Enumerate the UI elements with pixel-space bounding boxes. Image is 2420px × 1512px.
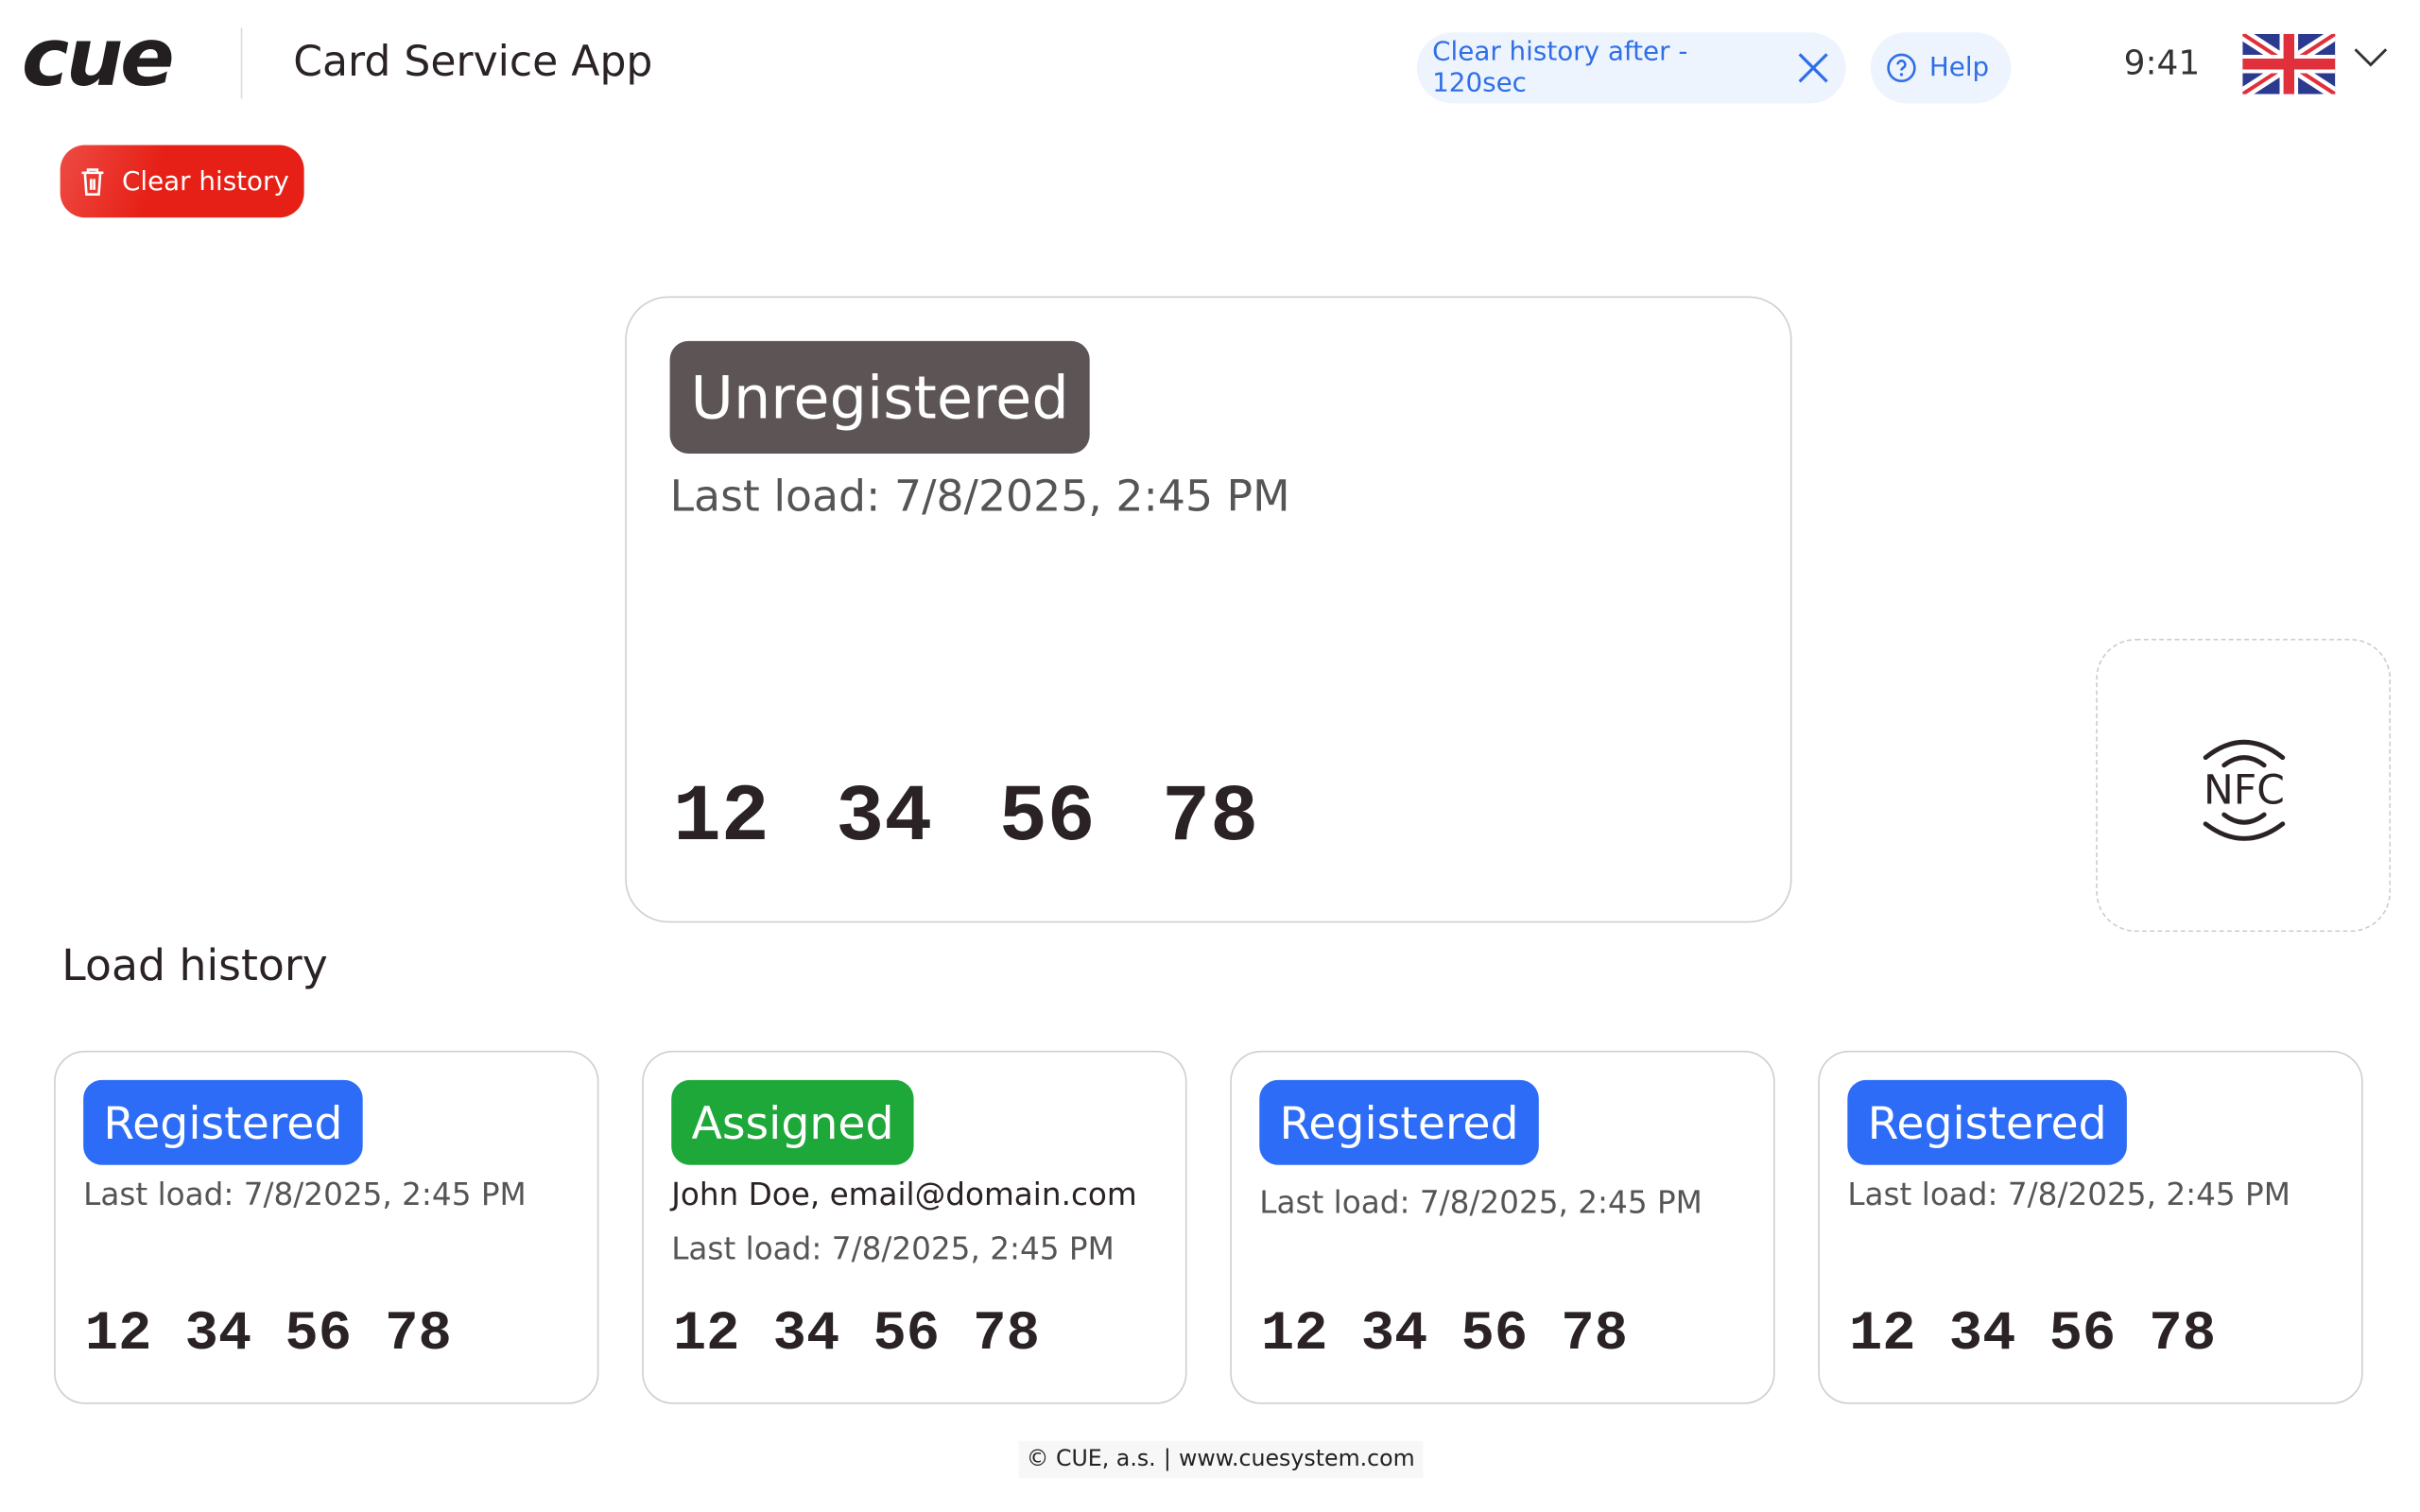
last-load-text: Last load: 7/8/2025, 2:45 PM xyxy=(669,470,1290,522)
clock: 9:41 xyxy=(2123,44,2201,84)
close-icon[interactable] xyxy=(1797,51,1830,85)
cue-logo: cue xyxy=(21,12,175,106)
history-card[interactable]: Registered Last load: 7/8/2025, 2:45 PM … xyxy=(1230,1050,1775,1404)
uk-flag-icon[interactable] xyxy=(2242,33,2336,94)
app-title: Card Service App xyxy=(293,38,653,87)
history-card[interactable]: Registered Last load: 7/8/2025, 2:45 PM … xyxy=(54,1050,599,1404)
card-number: 12 34 56 78 xyxy=(672,772,1259,865)
current-card: Unregistered Last load: 7/8/2025, 2:45 P… xyxy=(625,296,1792,923)
card-number: 12 34 56 78 xyxy=(1260,1301,1628,1366)
nfc-reader-area: NFC xyxy=(2096,638,2392,933)
chevron-down-icon[interactable] xyxy=(2354,46,2388,68)
history-card[interactable]: Assigned John Doe, email@domain.com Last… xyxy=(642,1050,1187,1404)
card-number: 12 34 56 78 xyxy=(84,1301,452,1366)
header-divider xyxy=(240,27,243,99)
last-load-text: Last load: 7/8/2025, 2:45 PM xyxy=(1847,1176,2290,1213)
last-load-text: Last load: 7/8/2025, 2:45 PM xyxy=(1259,1183,1703,1221)
last-load-text: Last load: 7/8/2025, 2:45 PM xyxy=(671,1229,1115,1267)
footer-separator: | xyxy=(1163,1447,1171,1472)
clear-history-timer-label: Clear history after - 120sec xyxy=(1432,37,1688,99)
nfc-icon: NFC xyxy=(2202,739,2285,841)
status-badge: Registered xyxy=(1847,1079,2127,1165)
status-badge: Registered xyxy=(1259,1079,1539,1165)
clear-history-button[interactable]: Clear history xyxy=(60,145,304,218)
owner-text: John Doe, email@domain.com xyxy=(671,1176,1137,1213)
help-label: Help xyxy=(1928,52,1990,84)
card-number: 12 34 56 78 xyxy=(672,1301,1040,1366)
website-link[interactable]: www.cuesystem.com xyxy=(1179,1447,1415,1472)
help-button[interactable]: Help xyxy=(1870,32,2012,104)
status-badge: Assigned xyxy=(671,1079,914,1165)
help-icon xyxy=(1887,53,1916,83)
clear-history-timer-chip[interactable]: Clear history after - 120sec xyxy=(1416,32,1846,104)
trash-icon xyxy=(81,167,104,196)
copyright: © CUE, a.s. xyxy=(1026,1447,1156,1472)
status-badge: Registered xyxy=(83,1079,363,1165)
history-card[interactable]: Registered Last load: 7/8/2025, 2:45 PM … xyxy=(1818,1050,2363,1404)
load-history-title: Load history xyxy=(61,939,328,991)
status-badge: Unregistered xyxy=(669,340,1090,455)
clear-history-label: Clear history xyxy=(121,165,289,198)
card-number: 12 34 56 78 xyxy=(1848,1301,2216,1366)
footer: © CUE, a.s. | www.cuesystem.com xyxy=(1018,1440,1423,1479)
last-load-text: Last load: 7/8/2025, 2:45 PM xyxy=(83,1176,527,1213)
nfc-label: NFC xyxy=(2203,768,2284,815)
